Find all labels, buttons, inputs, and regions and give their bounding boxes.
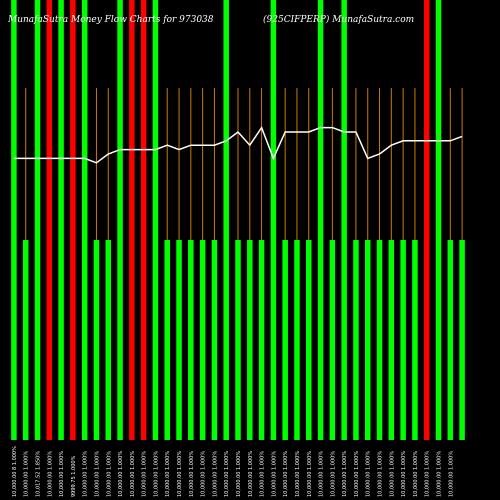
price-line-layer [13,125,463,164]
chart-title-right: (925CIFPERP) MunafaSutra.com [263,15,415,25]
bar [140,0,147,440]
tick-label: 10,000.00 1.000% [47,451,53,497]
bar [341,0,347,440]
tick-label: 10,000.00 1.000% [201,451,207,497]
tick-label: 10,000.00 1.000% [307,451,313,497]
tick-label: 10,000.00 1.000% [248,451,254,497]
bar [376,240,383,440]
bar [235,240,241,440]
bar [188,240,194,440]
bar [93,240,100,440]
tick-label: 10,000.00 1.000% [224,451,230,497]
bars-layer [11,0,465,440]
bar [353,240,359,440]
tick-label: 10,000.00 1.000% [448,451,454,497]
tick-label: 10,017.52 1.850% [35,451,41,497]
tick-label: 10,000.00 1.000% [342,451,348,497]
tick-label: 10,000.00 1.000% [366,451,372,497]
tick-label: 10,000.00 1.000% [94,451,100,497]
bar [459,240,465,440]
bar [22,240,29,440]
bar [364,240,371,440]
bar [388,240,395,440]
bar [81,0,88,440]
tick-label: 10,000.00 1.000% [236,451,242,497]
bar [164,240,170,440]
tick-label: 10,000.00 1.000% [260,451,266,497]
tick-label: 10,000.00 1.000% [378,451,384,497]
tick-label: 10,000.00 1.000% [118,451,124,497]
tick-label: 10,000.00 1.000% [295,451,301,497]
tick-label: 10,000.00 1.000% [413,451,419,497]
tick-label: 10,000.00 1.000% [271,451,277,497]
bar [317,0,324,440]
chart-title-left: MunafaSutra Money Flow Charts for 973038 [8,15,214,25]
bar [329,240,336,440]
bar [247,240,253,440]
tick-label: 10,000.00 1.000% [389,451,395,497]
tick-label: 10,000.00 1.000% [130,451,136,497]
bar [400,240,406,440]
bar [117,0,123,440]
bar [129,0,135,440]
tick-label: 10,000.00 1.000% [24,451,30,497]
bar [412,240,418,440]
bar [270,0,277,440]
bar [258,240,265,440]
tick-label: 9999.75 1.000% [71,455,77,497]
bar [435,0,442,440]
tick-label: 10,000.00 1.000% [83,451,89,497]
tick-label: 10,000.00 1.000% [425,451,431,497]
tick-label: 10,000.00 1.000% [106,451,112,497]
tick-label: 10,000.00 8 1.000% [12,446,18,497]
tick-label: 10,000.00 1.000% [401,451,407,497]
bar [306,240,312,440]
tick-labels-layer: 10,000.00 8 1.000% 10,000.00 1.000% 10,017… [12,446,454,497]
tick-label: 10,000.00 1.000% [319,451,325,497]
bar [447,240,454,440]
bar [70,0,76,440]
bar [46,0,53,440]
tick-label: 10,000.00 1.000% [153,451,159,497]
tick-label: 10,000.00 1.000% [142,451,148,497]
tick-label: 10,000.00 1.000% [330,451,336,497]
bar [282,240,288,440]
tick-label: 10,000.00 1.000% [283,451,289,497]
price-line [13,125,463,164]
tick-label: 10,000.00 1.000% [212,451,218,497]
bar [105,240,112,440]
bar [176,240,182,440]
tick-label: 10,000.00 1.000% [165,451,171,497]
bar [199,240,206,440]
bar [294,240,300,440]
bar [152,0,159,440]
bar [223,0,229,440]
bar [423,0,430,440]
bar [34,0,41,440]
tick-label: 10,000.00 1.000% [177,451,183,497]
bar [211,240,218,440]
tick-label: 10,000.00 1.000% [354,451,360,497]
bar [11,0,17,440]
tick-label: 10,000.00 1.000% [437,451,443,497]
tick-label: 10,000.00 1.000% [59,451,65,497]
bar [58,0,64,440]
tick-label: 10,000.00 1.000% [189,451,195,497]
